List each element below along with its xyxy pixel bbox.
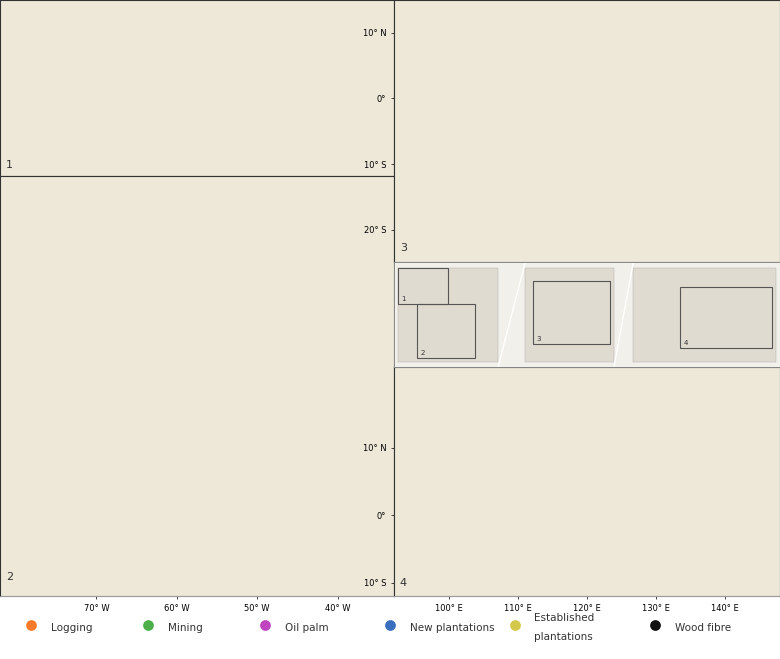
Text: 4: 4 — [683, 340, 688, 346]
Text: 1: 1 — [402, 296, 406, 302]
Text: Wood fibre: Wood fibre — [675, 623, 731, 633]
Text: Oil palm: Oil palm — [285, 623, 328, 633]
Text: Established: Established — [534, 614, 594, 623]
Text: Mining: Mining — [168, 623, 203, 633]
Point — [259, 619, 271, 630]
Text: 1: 1 — [6, 159, 13, 170]
Polygon shape — [633, 268, 776, 362]
Bar — [417, 304, 475, 358]
Point — [649, 619, 661, 630]
Point — [142, 619, 154, 630]
Polygon shape — [614, 262, 633, 367]
Text: Logging: Logging — [51, 623, 92, 633]
Text: 2: 2 — [6, 571, 13, 582]
Point — [25, 619, 37, 630]
Bar — [679, 287, 772, 348]
Bar — [398, 268, 448, 304]
Point — [384, 619, 396, 630]
Text: 2: 2 — [421, 351, 425, 357]
Text: plantations: plantations — [534, 632, 593, 642]
Polygon shape — [398, 268, 498, 362]
Text: 4: 4 — [399, 579, 407, 588]
Point — [509, 619, 521, 630]
Polygon shape — [525, 268, 614, 362]
Text: 3: 3 — [537, 335, 541, 342]
Polygon shape — [498, 262, 525, 367]
Bar — [533, 281, 610, 344]
Text: 3: 3 — [399, 243, 406, 253]
Text: New plantations: New plantations — [410, 623, 494, 633]
